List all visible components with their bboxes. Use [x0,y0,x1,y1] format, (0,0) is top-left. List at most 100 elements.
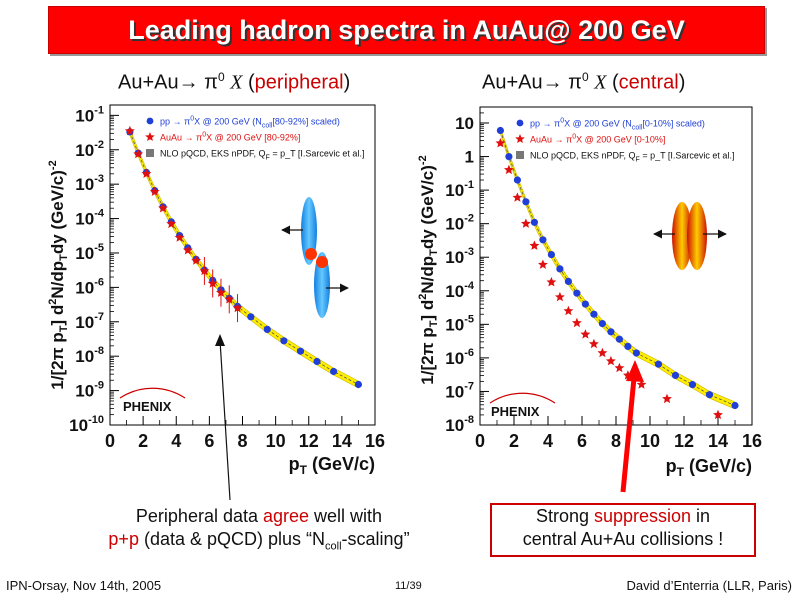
footer-author: David d’Enterria (LLR, Paris) [626,578,792,593]
caption-left-line2-sub: coll [325,540,342,553]
caption-left-mid: well with [309,506,383,526]
pp-point-right-13 [607,328,615,336]
x-tick-label-left-5: 10 [266,431,286,451]
right-heading-word: central [618,71,679,94]
pp-point-left-15 [263,325,271,333]
pp-point-right-21 [731,401,739,410]
pp-point-right-11 [590,310,598,318]
y-tick-label-right-3: 10-5 [445,313,474,334]
auau-point-left-3 [149,186,160,196]
y-tick-label-right-9: 10 [455,114,474,133]
auau-point-right-16 [636,379,647,389]
auau-point-left-11 [216,287,226,297]
auau-point-right-0 [495,138,506,148]
x-tick-label-left-7: 14 [332,431,352,451]
pp-point-right-4 [530,218,539,226]
auau-point-right-7 [555,291,565,302]
auau-point-left-8 [191,255,202,265]
left-heading-sup: 0 [217,70,225,84]
x-tick-label-right-8: 16 [742,431,762,451]
y-tick-label-left-8: 10-2 [75,139,104,160]
pp-point-right-3 [522,198,530,206]
auau-point-left-4 [158,203,168,213]
pp-point-right-7 [556,265,564,273]
caption-left-line2-rest: (data & pQCD) plus “N [138,529,326,549]
y-tick-label-right-2: 10-6 [445,347,474,368]
right-heading-open: ( [612,71,619,94]
caption-right-pre: Strong [535,506,594,526]
legend-left: pp → π0X @ 200 GeV (Ncoll[80-92%] scaled… [145,116,364,162]
auau-point-right-5 [538,259,548,269]
x-tick-label-left-2: 4 [171,431,181,451]
auau-point-left-7 [182,245,193,255]
phenix-logo-text-left: PHENIX [123,399,172,414]
auau-point-right-9 [572,317,582,328]
x-tick-label-right-4: 8 [611,431,621,451]
auau-point-left-12 [224,294,235,304]
collision-illustration-central [653,202,727,270]
legend-label-left-0: pp → π0X @ 200 GeV (Ncoll[80-92%] scaled… [160,116,340,130]
title-bar: Leading hadron spectra in AuAu@ 200 GeV [48,6,765,54]
legend-label-left-1: AuAu → π0X @ 200 GeV [80-92%] [160,132,300,143]
x-label-main-left: p [289,454,300,474]
auau-point-right-8 [563,305,574,316]
auau-point-left-13 [232,302,243,313]
plot-frame-left [109,104,376,426]
x-label-sub-left: T [300,463,308,477]
y-tick-label-left-4: 10-6 [75,276,104,297]
left-heading-prefix: Au+Au→ π [118,71,218,94]
pp-point-right-9 [573,289,581,297]
auau-point-right-14 [614,362,625,373]
x-label-sub-right: T [677,465,685,479]
caption-left-pre: Peripheral data [135,506,263,526]
chart-central: 10-8 10-7 10-6 10-5 10-4 10-3 10-2 10-1 1 10 0 2 4 6… [417,106,762,479]
caption-left-line2-end: -scaling” [341,529,410,549]
left-heading-close: ) [343,71,351,94]
legend-label-right-1: AuAu → π0X @ 200 GeV [0-10%] [530,134,665,145]
auau-point-right-17 [662,393,672,404]
y-axis-label-left: 1/[2π pT] d2N/dpTdy (GeV/c)-2 [47,160,70,389]
x-tick-label-right-1: 2 [509,431,519,451]
nucleus-icon-top [301,197,317,265]
footer-venue: IPN-Orsay, Nov 14th, 2005 [6,578,162,593]
y-tick-label-right-6: 10-2 [445,213,474,234]
y-axis-label-right: 1/[2π pT] d2N/dpTdy (GeV/c)-2 [417,155,440,384]
pp-point-right-17 [654,360,663,368]
pp-point-right-15 [624,342,632,350]
pp-point-right-16 [632,349,641,357]
pqcd-curve-right [500,130,736,406]
pp-point-right-20 [705,391,714,399]
left-heading-open: ( [248,71,255,94]
y-tick-label-left-1: 10-9 [75,380,104,401]
legend-marker-pqcd-left [146,149,154,157]
overlap-icon-a [305,248,317,260]
pp-point-left-14 [247,313,255,321]
phenix-logo-right: PHENIX [489,392,556,419]
caption-left-accent: agree [263,506,310,526]
auau-point-right-2 [512,192,523,202]
pp-point-left-18 [313,357,321,366]
y-tick-label-left-5: 10-5 [75,242,104,263]
caption-left-line2-accent: p+p [108,529,139,549]
caption-right-line2: central Au+Au collisions ! [522,529,724,549]
x-tick-label-left-3: 6 [204,431,214,451]
caption-right-mid: in [691,506,711,526]
nucleus-icon-left [672,202,692,270]
auau-point-right-6 [546,277,557,287]
left-panel-heading: Au+Au→ π0 X (peripheral) [118,70,350,95]
y-tick-label-right-7: 10-1 [445,179,474,200]
series-left [124,125,362,389]
pp-point-left-19 [330,367,338,376]
pp-point-right-2 [513,176,522,184]
legend-right: pp → π0X @ 200 GeV (Ncoll[0-10%] scaled)… [515,118,734,164]
x-tick-label-left-8: 16 [365,431,385,451]
y-tick-label-left-0: 10-10 [69,414,104,435]
legend-marker-pp-right [516,119,524,127]
pp-point-left-17 [296,347,305,355]
x-tick-label-left-4: 8 [237,431,247,451]
auau-point-left-9 [199,265,210,276]
phenix-logo-text-right: PHENIX [491,404,540,419]
y-tick-label-right-1: 10-7 [445,380,474,401]
right-heading-x: X [594,71,607,94]
pp-point-right-18 [671,371,680,379]
